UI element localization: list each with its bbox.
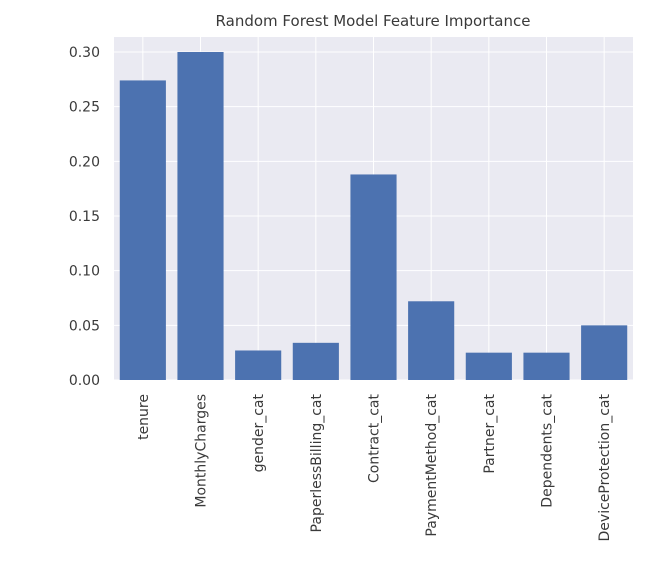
bar-tenure: [119, 80, 166, 380]
bar-partner-cat: [465, 352, 512, 380]
x-tick-label: Dependents_cat: [540, 394, 556, 508]
bar-deviceprotection-cat: [581, 325, 628, 380]
x-tick-label: tenure: [136, 394, 152, 440]
y-tick-labels: 0.00 0.05 0.10 0.15 0.20 0.25 0.30: [69, 45, 100, 389]
x-tick-label: PaperlessBilling_cat: [309, 393, 325, 532]
y-tick-label: 0.10: [69, 264, 100, 280]
x-tick-label: gender_cat: [251, 394, 267, 473]
y-tick-label: 0.20: [69, 154, 100, 170]
x-tick-label: Contract_cat: [367, 393, 383, 483]
bars: [119, 52, 628, 380]
bar-dependents-cat: [523, 352, 570, 380]
x-tick-label: Partner_cat: [482, 394, 498, 474]
y-tick-label: 0.25: [69, 100, 100, 116]
bar-paperlessbilling-cat: [292, 342, 339, 380]
y-tick-label: 0.05: [69, 318, 100, 334]
x-tick-label: PaymentMethod_cat: [424, 394, 440, 537]
bar-contract-cat: [350, 174, 397, 380]
x-tick-label: DeviceProtection_cat: [597, 394, 613, 542]
chart-title: Random Forest Model Feature Importance: [216, 12, 531, 30]
bar-monthlycharges: [177, 52, 224, 380]
y-tick-label: 0.15: [69, 209, 100, 225]
bar-gender-cat: [235, 350, 282, 380]
bar-paymentmethod-cat: [408, 301, 455, 380]
x-tick-labels: tenure MonthlyCharges gender_cat PaperlessB…: [136, 393, 613, 541]
x-tick-label: MonthlyCharges: [194, 394, 210, 508]
y-tick-label: 0.00: [69, 373, 100, 389]
y-tick-label: 0.30: [69, 45, 100, 61]
